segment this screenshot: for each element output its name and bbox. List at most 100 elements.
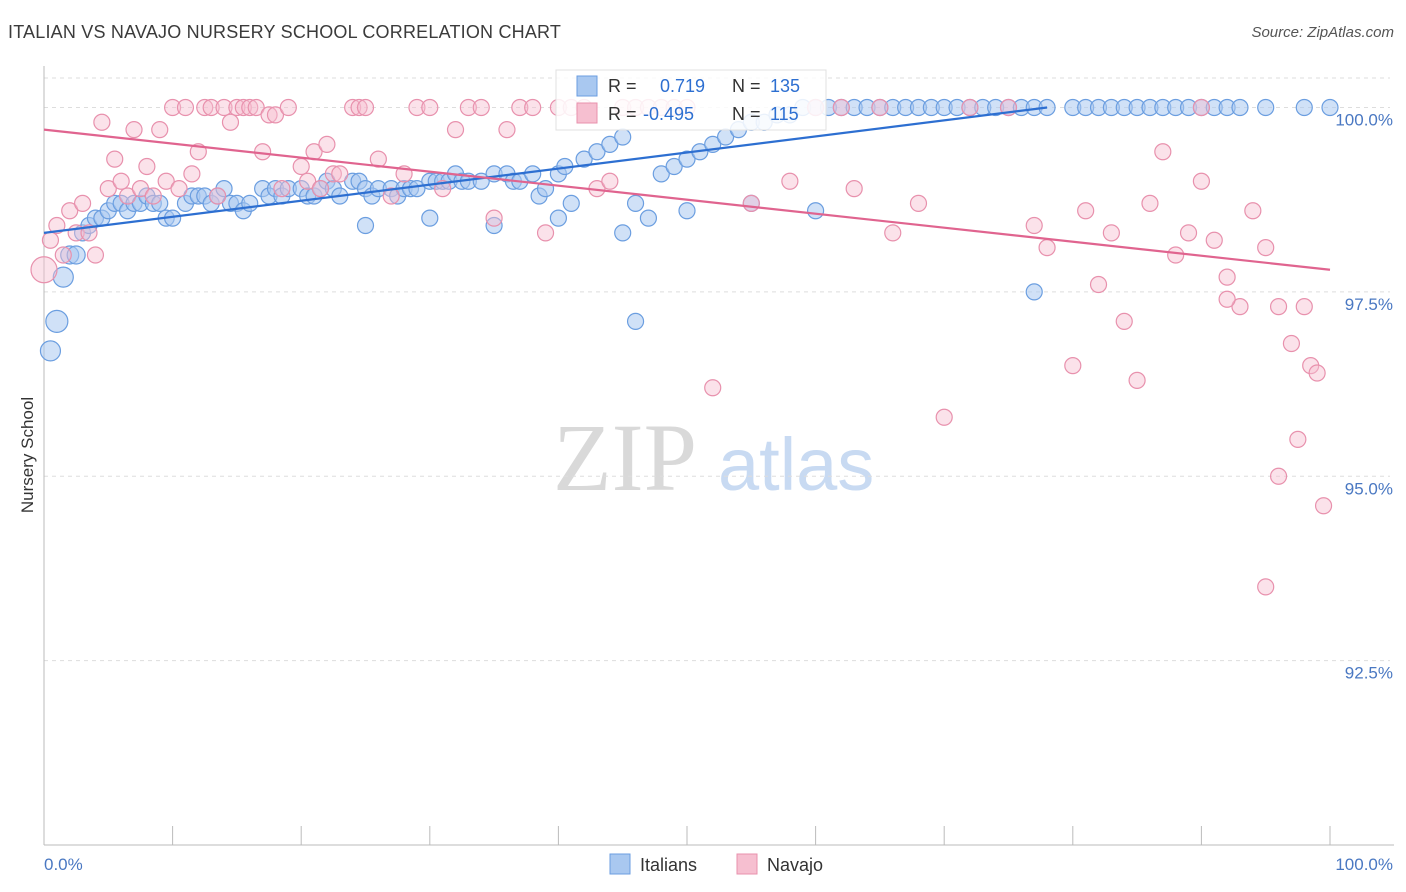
navajo-point xyxy=(266,106,285,124)
navajo-point xyxy=(601,172,619,190)
navajo-point xyxy=(1295,298,1313,316)
navajo-point xyxy=(228,98,246,117)
navajo-point xyxy=(1269,298,1288,316)
navajo-point xyxy=(781,172,799,190)
italians-point xyxy=(524,165,542,183)
navajo-point xyxy=(86,246,105,264)
navajo-point xyxy=(1244,202,1262,220)
navajo-point xyxy=(138,157,156,176)
navajo-point xyxy=(1192,98,1211,117)
navajo-point xyxy=(1257,578,1275,596)
navajo-point xyxy=(112,172,130,190)
italians-point xyxy=(588,143,606,161)
navajo-point xyxy=(1282,334,1301,353)
navajo-point xyxy=(1314,497,1333,515)
navajo-point xyxy=(1218,268,1236,286)
navajo-point xyxy=(1115,312,1133,330)
navajo-point xyxy=(1205,231,1223,249)
italians-point xyxy=(601,135,619,153)
italians-point xyxy=(1231,98,1249,117)
italians-point xyxy=(39,340,62,362)
trend-lines xyxy=(43,106,1331,271)
navajo-point xyxy=(1179,224,1198,242)
navajo-point xyxy=(164,98,182,117)
italians-point xyxy=(575,150,593,168)
x-tick-label: 100.0% xyxy=(1335,855,1393,874)
navajo-point xyxy=(511,98,529,117)
navajo-point xyxy=(871,98,889,117)
navajo-point xyxy=(1089,275,1108,294)
navajo-point xyxy=(99,180,117,198)
navajo-point xyxy=(318,135,336,153)
navajo-point xyxy=(144,187,162,205)
navajo-point xyxy=(1269,467,1288,485)
navajo-point xyxy=(215,98,233,117)
legend-r-label-2: R = xyxy=(608,104,637,124)
series-italians xyxy=(39,98,1339,362)
italians-trend-line xyxy=(43,106,1048,234)
navajo-point xyxy=(157,172,175,190)
navajo-point xyxy=(202,98,220,117)
watermark-atlas: atlas xyxy=(718,423,874,506)
italians-point xyxy=(485,216,503,235)
tick-labels: 100.0% 97.5% 95.0% 92.5% 0.0% 100.0% xyxy=(44,111,1393,875)
navajo-point xyxy=(498,121,516,139)
grid-lines xyxy=(44,77,1390,662)
navajo-point xyxy=(832,98,850,117)
navajo-point xyxy=(247,98,265,117)
bottom-swatch-navajo xyxy=(736,853,758,875)
bottom-label-navajo: Navajo xyxy=(767,855,823,875)
navajo-point xyxy=(1308,364,1326,382)
navajo-point xyxy=(292,157,310,176)
navajo-point xyxy=(324,165,342,183)
series-legend: Italians Navajo xyxy=(609,853,823,875)
source-label: Source: ZipAtlas.com xyxy=(1251,24,1394,41)
navajo-point xyxy=(845,180,863,198)
navajo-point xyxy=(704,379,722,397)
navajo-point xyxy=(61,202,79,220)
navajo-point xyxy=(1289,430,1307,448)
navajo-point xyxy=(151,121,169,139)
navajo-point xyxy=(459,98,477,117)
navajo-point xyxy=(125,121,143,139)
navajo-point xyxy=(183,165,201,183)
navajo-point xyxy=(382,187,400,205)
navajo-point xyxy=(311,180,330,198)
italians-point xyxy=(562,194,580,212)
italians-point xyxy=(639,209,658,227)
navajo-point xyxy=(299,172,317,190)
italians-point xyxy=(241,194,259,212)
navajo-point xyxy=(209,187,227,205)
navajo-point xyxy=(279,98,297,117)
navajo-point xyxy=(909,194,928,212)
navajo-point xyxy=(344,98,362,117)
navajo-point xyxy=(80,224,98,242)
navajo-point xyxy=(1257,239,1275,257)
navajo-point xyxy=(176,98,195,117)
navajo-point xyxy=(536,224,555,242)
legend-r-value-1: 0.719 xyxy=(660,76,705,96)
legend-swatch-navajo xyxy=(576,102,598,124)
axes xyxy=(43,66,1394,846)
y-axis-title: Nursery School xyxy=(18,397,37,513)
legend-r-label-1: R = xyxy=(608,76,637,96)
italians-point xyxy=(356,216,375,235)
navajo-point xyxy=(131,180,150,198)
legend-n-label-2: N = xyxy=(732,104,761,124)
navajo-point xyxy=(196,98,214,117)
italians-point xyxy=(421,209,439,227)
italians-point xyxy=(408,180,426,198)
legend-swatch-italians xyxy=(576,75,598,97)
italians-point xyxy=(52,266,74,288)
navajo-point xyxy=(1167,246,1185,264)
italians-point xyxy=(45,309,69,333)
navajo-point xyxy=(48,216,66,235)
italians-point xyxy=(1321,98,1339,117)
navajo-point xyxy=(408,98,426,117)
legend-r-value-2: -0.495 xyxy=(643,104,694,124)
navajo-point xyxy=(73,194,92,212)
navajo-point xyxy=(1038,239,1056,257)
navajo-point xyxy=(1192,172,1211,190)
italians-point xyxy=(626,194,645,212)
italians-point xyxy=(1257,98,1275,117)
